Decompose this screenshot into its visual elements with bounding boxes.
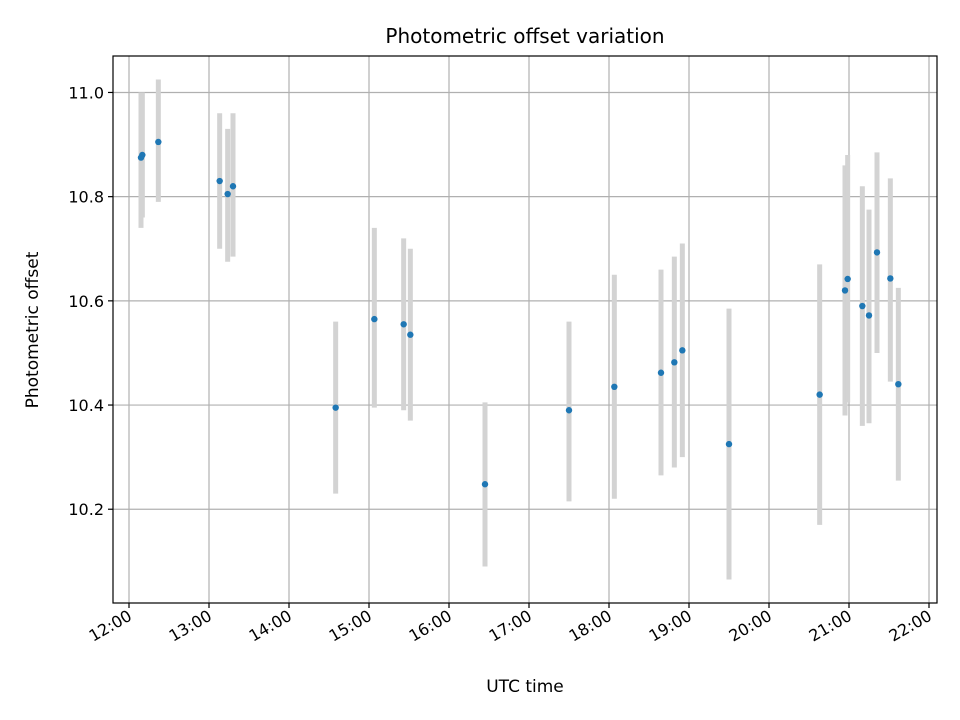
x-tick-label: 12:00 (86, 606, 135, 646)
y-tick-label: 10.6 (68, 292, 104, 311)
x-tick-label: 20:00 (726, 606, 775, 646)
data-point (887, 275, 894, 282)
x-tick-label: 13:00 (166, 606, 215, 646)
x-tick-label: 16:00 (406, 606, 455, 646)
data-point (400, 321, 407, 328)
x-tick-label: 15:00 (326, 606, 375, 646)
y-tick-label: 11.0 (68, 83, 104, 102)
data-point (873, 249, 881, 256)
x-tick-label: 18:00 (566, 606, 615, 646)
x-axis: 12:00 13:00 14:00 15:00 16:00 17:00 18:00 19:00… (86, 603, 935, 646)
data-point (224, 190, 231, 198)
data-point (844, 275, 851, 283)
y-tick-label: 10.2 (68, 500, 104, 519)
data-point (155, 138, 162, 146)
grid (113, 56, 937, 603)
data-point (139, 151, 146, 159)
plot-frame (112, 55, 938, 604)
data-point (671, 359, 678, 366)
x-tick-label: 17:00 (486, 606, 535, 646)
x-axis-label: UTC time (486, 677, 564, 697)
data-point (229, 183, 237, 190)
data-point (895, 381, 902, 388)
data-point (657, 369, 665, 376)
x-tick-label: 21:00 (806, 606, 855, 646)
y-tick-label: 10.4 (68, 396, 104, 415)
data-point (841, 287, 849, 294)
x-tick-label: 19:00 (646, 606, 695, 646)
data-point (371, 315, 378, 323)
data-point (859, 302, 866, 310)
data-point (679, 347, 686, 354)
data-point (611, 383, 618, 391)
error-bars (138, 79, 901, 580)
data-point (216, 177, 223, 185)
data-point (865, 312, 873, 319)
data-point (481, 481, 489, 488)
data-point (816, 391, 823, 398)
data-point (565, 407, 573, 414)
data-points (137, 138, 902, 488)
data-point (725, 440, 733, 448)
y-tick-label: 10.8 (68, 188, 104, 207)
data-point (332, 404, 339, 411)
y-axis: 10.2 10.4 10.6 10.8 11.0 (68, 83, 113, 519)
data-point (407, 331, 414, 338)
y-axis-label: Photometric offset (23, 251, 43, 408)
x-tick-label: 14:00 (246, 606, 295, 646)
x-tick-label: 22:00 (886, 606, 935, 646)
chart-title: Photometric offset variation (385, 24, 664, 48)
